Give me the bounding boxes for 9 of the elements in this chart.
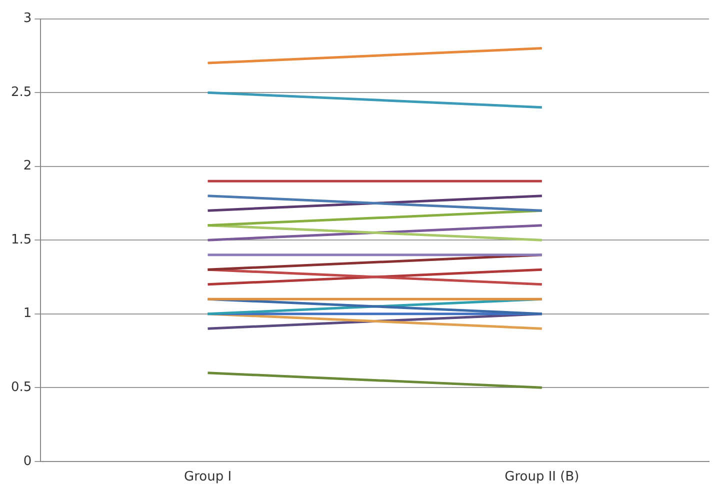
x-tick-label: Group II (B) — [504, 470, 580, 485]
x-tick-label: Group I — [184, 470, 232, 485]
y-tick-label: 3 — [23, 11, 32, 26]
y-tick-label: 0.5 — [10, 380, 32, 396]
y-tick-label: 1 — [23, 306, 32, 322]
y-tick-label: 2 — [23, 158, 32, 174]
y-tick-label: 2.5 — [10, 84, 32, 100]
y-tick-label: 0 — [23, 454, 32, 469]
y-tick-label: 1.5 — [10, 232, 32, 248]
